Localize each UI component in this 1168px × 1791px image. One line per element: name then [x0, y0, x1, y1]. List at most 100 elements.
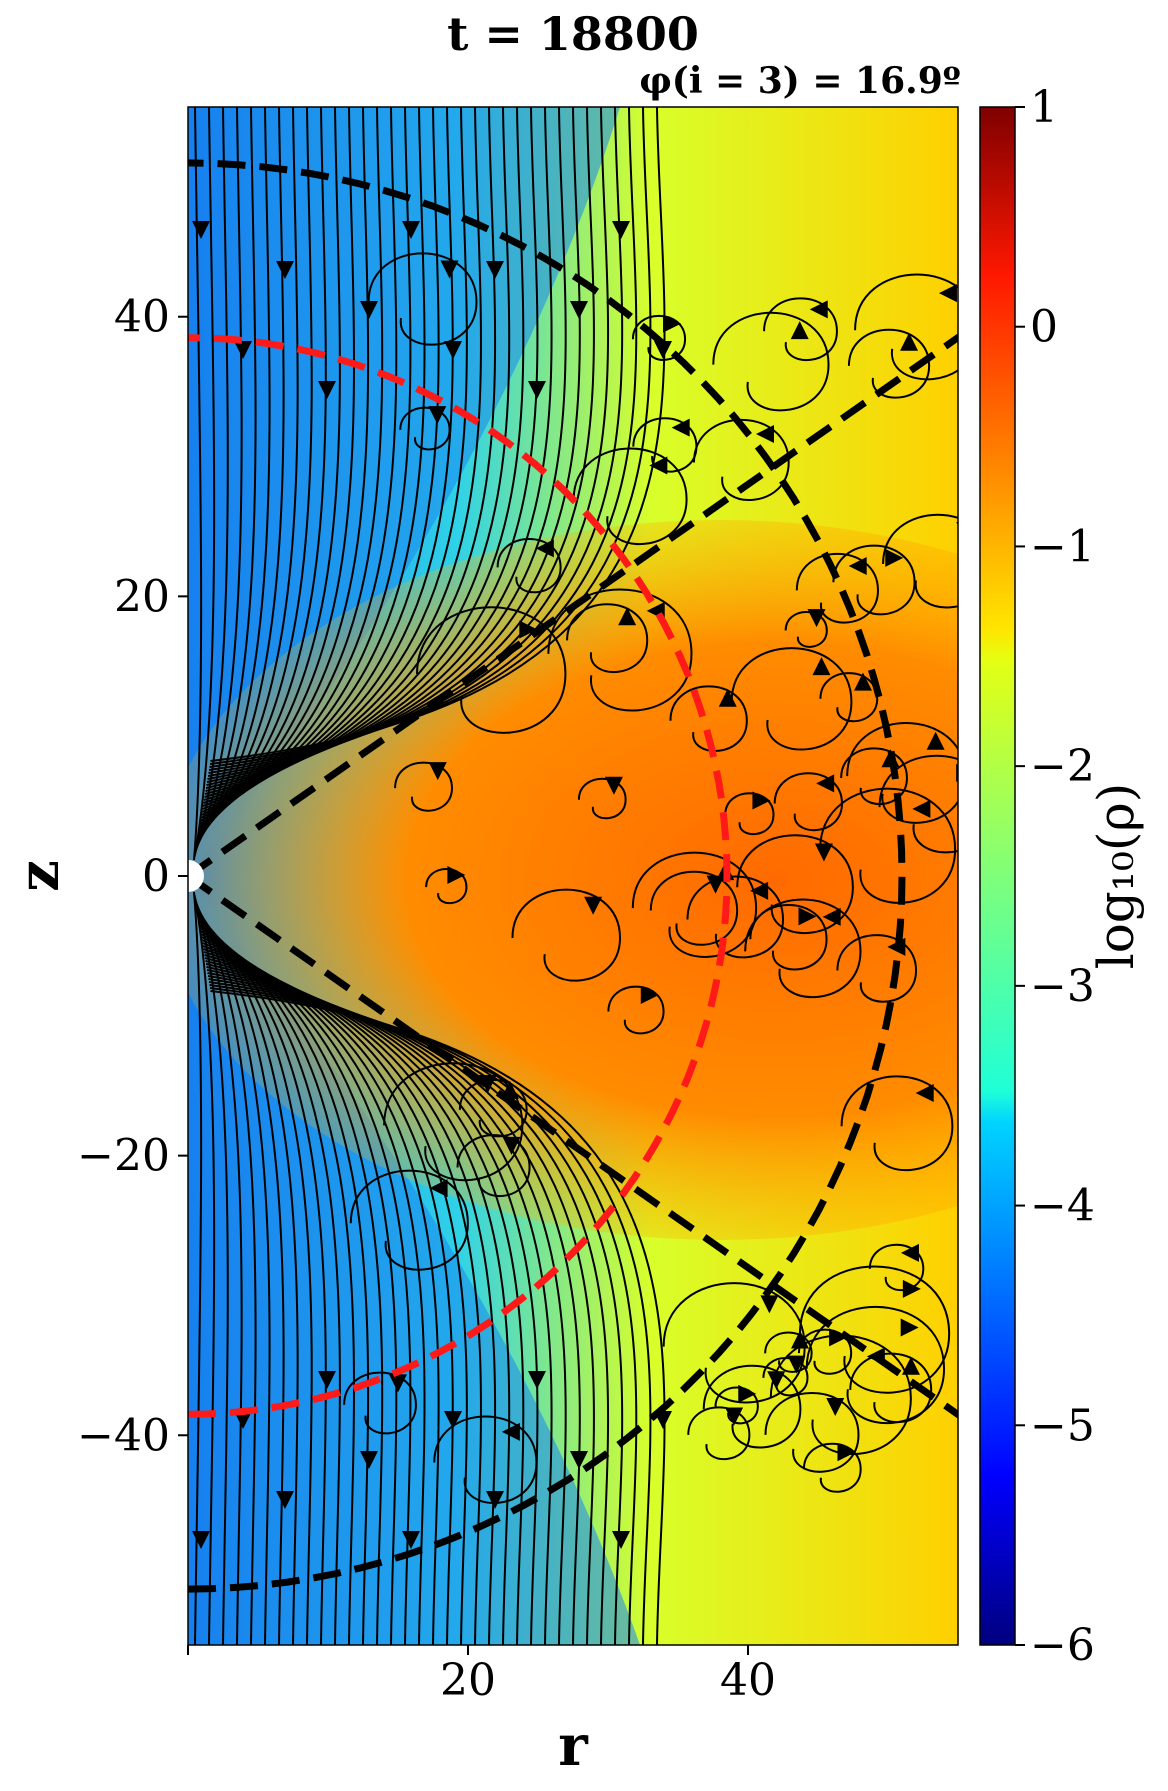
y-tick-label: 40: [114, 292, 170, 343]
streamline: [724, 792, 775, 836]
streamline-arrow: [640, 985, 659, 1004]
colorbar-tick-label: −4: [1030, 1181, 1095, 1232]
colorbar-tick-label: −1: [1030, 521, 1095, 572]
streamline-arrow: [649, 456, 668, 475]
chart-title: t = 18800: [447, 7, 699, 61]
chart-subtitle: φ(i = 3) = 16.9º: [639, 60, 961, 102]
streamline: [456, 1134, 531, 1198]
colorbar-tick-label: −3: [1030, 961, 1095, 1012]
central-object: [188, 860, 204, 892]
streamline-arrow: [388, 1374, 407, 1393]
streamline: [763, 297, 838, 362]
dense-disk: [188, 520, 958, 1240]
streamline: [383, 1062, 524, 1182]
y-axis: −40 −20 0 20 40: [77, 292, 188, 1461]
streamline-arrow: [885, 548, 904, 567]
streamline-arrow: [756, 425, 775, 444]
streamline: [854, 273, 958, 381]
streamline: [511, 888, 622, 982]
streamline-arrow: [502, 1136, 521, 1155]
streamline: [193, 107, 203, 861]
streamline: [795, 552, 879, 624]
streamline-arrow: [791, 1330, 810, 1349]
streamline: [649, 870, 739, 946]
streamline-arrow: [444, 1411, 462, 1429]
colorbar-label: log₁₀(ρ): [1087, 783, 1145, 970]
streamline: [607, 985, 665, 1035]
streamline: [836, 934, 918, 1003]
streamline: [687, 1406, 751, 1460]
colorbar-tick-label: 1: [1030, 82, 1058, 133]
y-tick-label: 0: [142, 851, 170, 902]
x-axis: 20 40: [187, 1645, 776, 1706]
streamline-arrow: [276, 261, 294, 279]
streamline: [458, 1079, 528, 1138]
streamline: [566, 603, 649, 673]
streamline-arrow: [812, 657, 831, 676]
streamline: [798, 1265, 951, 1394]
y-tick-label: 20: [114, 571, 170, 622]
streamline-arrow: [750, 881, 769, 900]
streamline-arrow: [900, 332, 919, 351]
streamline-arrow: [900, 1243, 919, 1262]
streamline: [773, 772, 843, 832]
streamline: [399, 406, 451, 451]
streamline-arrow: [718, 688, 737, 707]
red-dashed-circle: [188, 334, 731, 1418]
streamline: [416, 606, 567, 734]
streamline-arrow: [848, 557, 867, 576]
streamline: [669, 685, 748, 752]
streamline-arrow: [276, 1491, 294, 1509]
streamline-arrow: [428, 406, 447, 425]
streamline-arrow: [612, 1531, 630, 1549]
streamline: [425, 867, 468, 905]
streamline: [349, 1169, 469, 1271]
streamline: [193, 894, 216, 1645]
streamline-arrow: [809, 300, 828, 319]
streamline-arrow: [447, 866, 466, 885]
streamline: [797, 1328, 853, 1375]
streamlines: [193, 107, 958, 1645]
streamline: [832, 544, 916, 616]
streamline-arrow: [798, 907, 817, 926]
streamline-arrow: [671, 418, 690, 437]
x-tick-label: 20: [440, 1655, 496, 1706]
streamline-arrow: [486, 261, 504, 279]
streamline-arrow: [926, 731, 945, 750]
streamline-arrow: [360, 1451, 378, 1469]
streamline-arrow: [444, 341, 462, 359]
streamline: [193, 107, 216, 858]
streamline-arrow: [486, 1491, 504, 1509]
streamline-arrow: [402, 1531, 420, 1549]
streamline-arrow: [584, 896, 603, 915]
streamline-arrow: [234, 1411, 252, 1429]
colorbar-tick-label: 0: [1030, 302, 1058, 353]
streamline: [784, 610, 828, 648]
streamline: [712, 311, 830, 412]
streamline: [819, 787, 957, 904]
streamline-arrow: [760, 1295, 779, 1314]
streamline-arrow: [706, 875, 725, 894]
colorbar-ticks: 1 0 −1 −2 −3 −4 −5 −6: [1015, 82, 1095, 1671]
streamline: [194, 900, 243, 1645]
streamline: [194, 107, 229, 855]
colorbar: [979, 106, 1016, 1646]
streamline: [736, 834, 854, 934]
streamline-arrow: [829, 1328, 848, 1347]
streamline-arrow: [956, 763, 958, 782]
black-dashed-circle: [188, 159, 906, 1593]
streamline: [193, 891, 203, 1645]
streamline: [631, 851, 758, 958]
streamline-arrow: [528, 381, 546, 399]
streamline: [846, 722, 958, 824]
streamline-arrow: [767, 1371, 786, 1390]
colorbar-tick-label: −6: [1030, 1620, 1095, 1671]
streamline-arrow: [822, 907, 841, 926]
streamline-arrow: [814, 843, 833, 862]
streamline-arrow: [570, 1451, 588, 1469]
streamline-arrow: [528, 1371, 546, 1389]
streamline-arrow: [816, 774, 835, 793]
streamline-arrow: [956, 522, 958, 526]
streamline: [762, 1357, 809, 1397]
streamline-arrow: [535, 539, 554, 558]
